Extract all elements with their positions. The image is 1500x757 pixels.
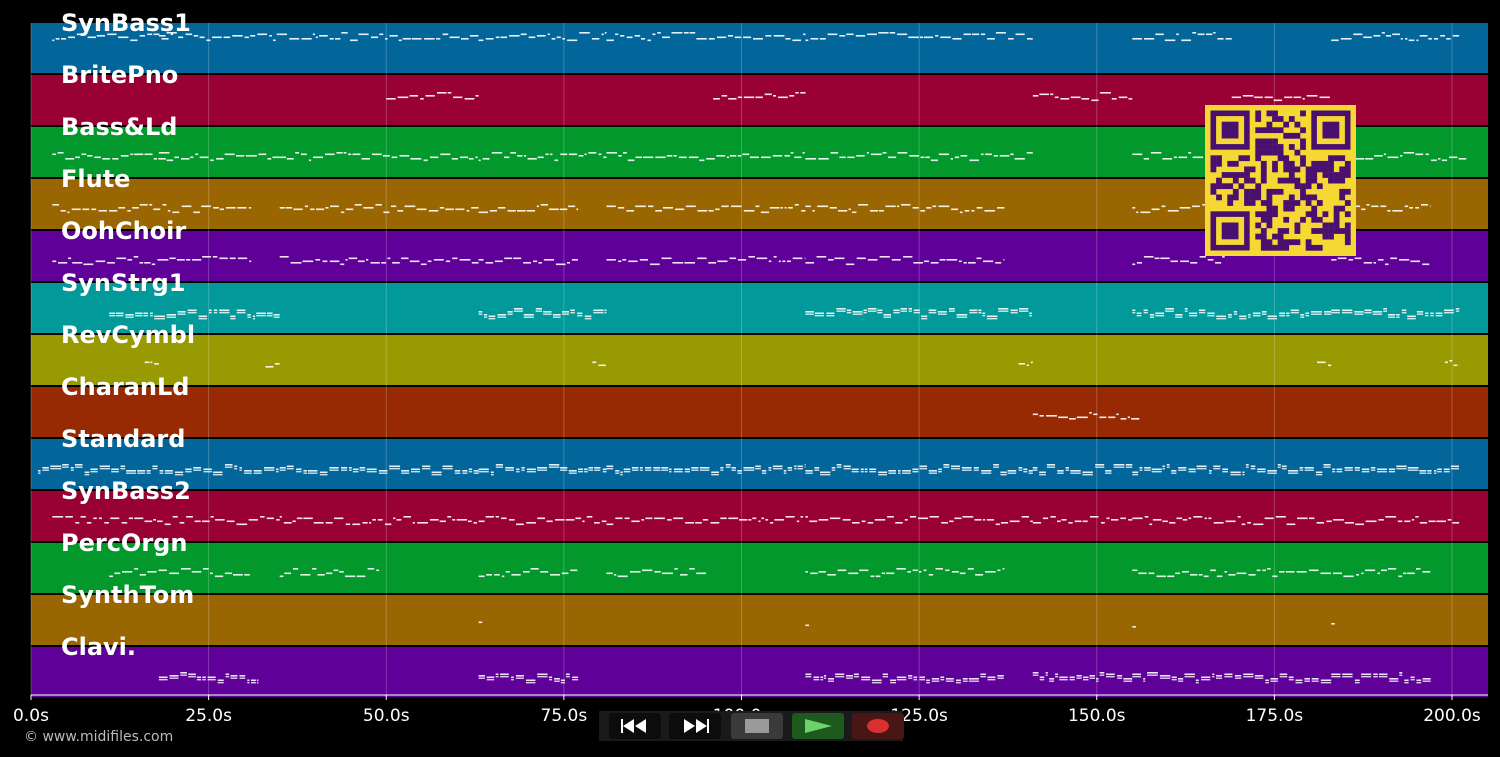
track-label: SynthTom bbox=[61, 581, 195, 609]
track-notes-5 bbox=[109, 308, 1460, 320]
time-tick-label: 75.0s bbox=[540, 706, 588, 726]
time-tick-label: 150.0s bbox=[1067, 706, 1126, 726]
track-lane-5 bbox=[31, 283, 1488, 333]
track-notes-10 bbox=[109, 568, 1431, 578]
track-label: SynBass1 bbox=[61, 9, 191, 37]
track-lane-10 bbox=[31, 543, 1488, 593]
time-gridlines bbox=[30, 23, 1453, 701]
track-lane-8 bbox=[31, 439, 1488, 489]
track-label: SynStrg1 bbox=[61, 269, 186, 297]
track-lanes bbox=[30, 23, 1488, 701]
fast-forward-icon bbox=[684, 719, 709, 733]
time-tick-label: 0.0s bbox=[13, 706, 49, 726]
track-lane-0 bbox=[31, 23, 1488, 73]
track-lane-12 bbox=[31, 647, 1488, 697]
track-notes-9 bbox=[52, 516, 1460, 526]
track-label: OohChoir bbox=[61, 217, 187, 245]
track-notes-8 bbox=[38, 464, 1459, 476]
track-label: Bass&Ld bbox=[61, 113, 178, 141]
qr-code-image bbox=[1210, 110, 1351, 251]
track-notes-4 bbox=[52, 256, 1430, 266]
rewind-icon bbox=[621, 719, 646, 733]
play-icon bbox=[805, 719, 832, 733]
track-notes-11 bbox=[478, 621, 1335, 628]
time-tick-label: 125.0s bbox=[890, 706, 948, 726]
record-button[interactable] bbox=[852, 713, 904, 739]
track-lane-6 bbox=[31, 335, 1488, 385]
time-tick-label: 50.0s bbox=[362, 706, 410, 726]
track-label: BritePno bbox=[61, 61, 179, 89]
record-icon bbox=[867, 719, 889, 733]
track-notes-6 bbox=[144, 360, 1460, 368]
time-tick-label: 175.0s bbox=[1245, 706, 1304, 726]
transport-controls bbox=[599, 711, 904, 741]
track-label: SynBass2 bbox=[61, 477, 191, 505]
track-notes-1 bbox=[386, 92, 1330, 102]
play-button[interactable] bbox=[792, 713, 844, 739]
fast-forward-button[interactable] bbox=[669, 713, 721, 739]
track-lane-7 bbox=[31, 387, 1488, 437]
time-tick-label: 25.0s bbox=[185, 706, 232, 726]
track-notes-0 bbox=[52, 32, 1460, 42]
copyright-text: © www.midifiles.com bbox=[24, 729, 174, 745]
stop-button[interactable] bbox=[731, 713, 783, 739]
piano-roll: SynBass1 BritePno Bass&Ld Flute OohChoir SynS… bbox=[30, 9, 1488, 701]
track-notes-12 bbox=[158, 672, 1431, 684]
track-label: Flute bbox=[61, 165, 131, 193]
track-notes-3 bbox=[52, 204, 1431, 214]
track-label: PercOrgn bbox=[61, 529, 188, 557]
time-tick-label: 200.0s bbox=[1423, 706, 1481, 726]
track-lane-9 bbox=[31, 491, 1488, 541]
qr-code[interactable] bbox=[1205, 105, 1356, 256]
track-label: Standard bbox=[61, 425, 186, 453]
track-notes-7 bbox=[1032, 412, 1140, 420]
track-lane-11 bbox=[31, 595, 1488, 645]
rewind-button[interactable] bbox=[609, 713, 661, 739]
track-label: Clavi. bbox=[61, 633, 137, 661]
track-label: CharanLd bbox=[61, 373, 190, 401]
stop-icon bbox=[745, 719, 769, 733]
track-label: RevCymbl bbox=[61, 321, 196, 349]
